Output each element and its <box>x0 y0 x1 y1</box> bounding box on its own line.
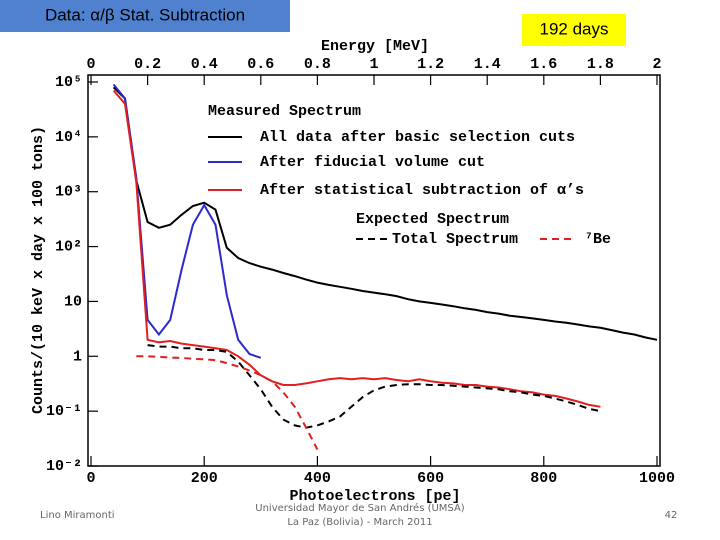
x-tick-label: 600 <box>417 470 444 487</box>
x2-tick-label: 0 <box>86 56 95 73</box>
badge-box <box>522 14 626 46</box>
x2-tick-label: 1 <box>369 56 378 73</box>
x2-tick-label: 1.2 <box>417 56 444 73</box>
y-tick-label: 10⁻¹ <box>46 403 82 420</box>
x2-tick-label: 1.6 <box>530 56 557 73</box>
series-line <box>136 355 319 450</box>
x-tick-label: 1000 <box>639 470 675 487</box>
place: La Paz (Bolivia) - March 2011 <box>287 517 432 528</box>
x-tick-label: 200 <box>191 470 218 487</box>
legend-label: ⁷Be <box>584 231 611 248</box>
y-tick-label: 10⁻² <box>46 458 82 475</box>
y-tick-label: 10³ <box>55 184 82 201</box>
x2-tick-label: 0.2 <box>134 56 161 73</box>
expected-title: Expected Spectrum <box>356 211 509 228</box>
y-tick-label: 10 <box>64 293 82 310</box>
series-line <box>112 86 658 341</box>
legend-label: Total Spectrum <box>392 231 518 248</box>
y-tick-label: 10⁴ <box>55 129 82 146</box>
series-line <box>112 83 262 359</box>
venue: Universidad Mayor de San Andrés (UMSA) <box>255 502 465 514</box>
legend-label: After fiducial volume cut <box>260 154 485 171</box>
x-tick-label: 400 <box>304 470 331 487</box>
x2-tick-label: 0.6 <box>247 56 274 73</box>
x2-tick-label: 1.8 <box>587 56 614 73</box>
y-tick-label: 10⁵ <box>55 74 82 91</box>
x2-tick-label: 0.4 <box>191 56 218 73</box>
legend-title: Measured Spectrum <box>208 103 361 120</box>
legend-label: After statistical subtraction of α’s <box>260 182 584 199</box>
series-line <box>147 344 601 429</box>
author: Lino Miramonti <box>40 510 115 521</box>
series-line <box>112 89 601 408</box>
page-number: 42 <box>665 510 678 521</box>
x2-tick-label: 2 <box>652 56 661 73</box>
y-tick-label: 10² <box>55 239 82 256</box>
x2-tick-label: 0.8 <box>304 56 331 73</box>
y-axis-label: Counts/(10 keV x day x 100 tons) <box>30 126 47 414</box>
x-tick-label: 800 <box>530 470 557 487</box>
x2-tick-label: 1.4 <box>474 56 501 73</box>
badge: 192 days <box>540 19 609 38</box>
x2-axis-label: Energy [MeV] <box>321 38 429 55</box>
slide-title: Data: α/β Stat. Subtraction <box>45 5 245 24</box>
title-box <box>0 0 290 32</box>
y-tick-label: 1 <box>73 348 82 365</box>
x-axis-label: Photoelectrons [pe] <box>289 488 460 505</box>
x-tick-label: 0 <box>86 470 95 487</box>
legend-label: All data after basic selection cuts <box>260 129 575 146</box>
